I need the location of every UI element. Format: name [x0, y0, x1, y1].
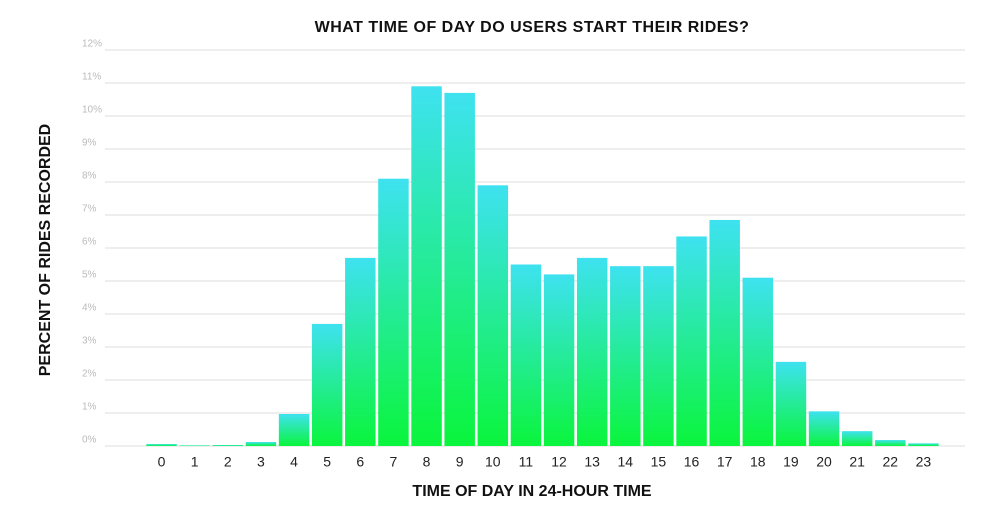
x-tick-label: 1: [191, 454, 199, 470]
y-tick-label: 8%: [82, 171, 97, 182]
y-tick-label: 3%: [82, 336, 97, 347]
y-tick-label: 1%: [82, 402, 97, 413]
x-tick-label: 18: [750, 454, 766, 470]
chart-title: WHAT TIME OF DAY DO USERS START THEIR RI…: [315, 19, 750, 36]
x-tick-label: 16: [684, 454, 700, 470]
y-tick-label: 6%: [82, 237, 97, 248]
x-tick-label: 22: [883, 454, 899, 470]
x-tick-label: 11: [519, 454, 534, 470]
y-tick-label: 11%: [82, 72, 101, 83]
bar: [775, 361, 807, 446]
y-tick-label: 7%: [82, 204, 97, 215]
bar: [278, 413, 310, 446]
bar: [345, 257, 376, 446]
y-tick-label: 4%: [82, 303, 97, 314]
bar: [179, 445, 210, 446]
y-tick-label: 12%: [82, 39, 102, 50]
bar: [676, 236, 707, 446]
x-tick-label: 10: [485, 454, 501, 470]
x-tick-label: 5: [323, 454, 331, 470]
bar: [245, 442, 277, 446]
bar: [808, 411, 840, 446]
bar: [510, 264, 542, 446]
x-tick-label: 21: [849, 454, 865, 470]
bar: [212, 445, 244, 446]
bar: [841, 431, 873, 446]
bar: [378, 178, 409, 446]
bar: [146, 444, 177, 446]
x-axis-title: TIME OF DAY IN 24-HOUR TIME: [412, 483, 651, 500]
bar: [444, 92, 475, 447]
y-axis-title: PERCENT OF RIDES RECORDED: [37, 124, 54, 376]
x-tick-label: 12: [551, 454, 567, 470]
y-tick-label: 5%: [82, 270, 97, 281]
x-tick-label: 7: [390, 454, 398, 470]
x-tick-label: 9: [456, 454, 464, 470]
x-tick-label: 19: [783, 454, 799, 470]
bar: [908, 443, 939, 446]
y-tick-label: 0%: [82, 435, 97, 446]
x-tick-label: 4: [290, 454, 298, 470]
x-tick-label: 6: [356, 454, 364, 470]
x-tick-label: 0: [158, 454, 166, 470]
bar: [576, 257, 608, 446]
x-tick-label: 15: [651, 454, 667, 470]
y-tick-label: 10%: [82, 105, 102, 116]
bar: [875, 440, 906, 446]
x-tick-label: 2: [224, 454, 232, 470]
x-tick-label: 14: [618, 454, 634, 470]
bar: [543, 274, 575, 446]
x-tick-label: 17: [717, 454, 733, 470]
y-tick-label: 2%: [82, 369, 97, 380]
bar: [643, 266, 674, 446]
bar: [742, 277, 774, 446]
x-tick-label: 23: [916, 454, 932, 470]
x-tick-label: 20: [816, 454, 832, 470]
x-tick-label: 13: [584, 454, 600, 470]
bar: [411, 86, 442, 447]
y-tick-label: 9%: [82, 138, 97, 149]
x-tick-label: 3: [257, 454, 265, 470]
bar: [477, 185, 509, 447]
bar: [610, 266, 641, 446]
bar: [709, 219, 740, 446]
x-tick-label: 8: [423, 454, 431, 470]
bar: [311, 323, 343, 446]
